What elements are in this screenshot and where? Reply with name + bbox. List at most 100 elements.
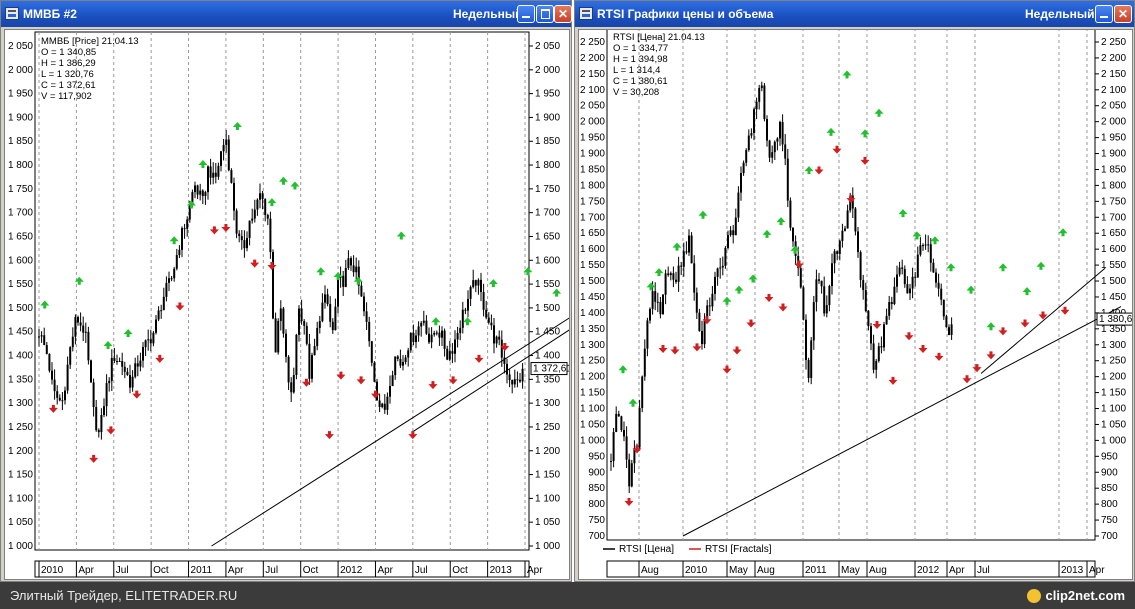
close-button[interactable]: ✕ xyxy=(554,5,572,23)
x-tick-label: Apr xyxy=(949,565,965,576)
candle-body xyxy=(157,310,160,320)
candle-body xyxy=(386,396,389,410)
y-tick-label-right: 1 600 xyxy=(1101,244,1126,255)
y-tick-label-right: 2 100 xyxy=(1101,85,1126,96)
maximize-icon xyxy=(537,6,553,22)
candle-body xyxy=(521,368,524,382)
mmvb-chart[interactable]: 1 000 1 000 1 050 1 050 1 100 1 100 1 150 1 150… xyxy=(5,30,569,579)
candle-body xyxy=(649,308,651,321)
candle-body xyxy=(264,199,267,215)
candle-body xyxy=(147,339,150,341)
x-tick-label: Aug xyxy=(869,565,887,576)
candle-body xyxy=(428,333,430,343)
candle-body xyxy=(149,339,152,344)
down-fractal-arrow xyxy=(972,364,982,373)
y-tick-label-right: 1 650 xyxy=(1101,228,1126,239)
candle-body xyxy=(134,363,137,377)
candle-body xyxy=(849,195,852,211)
candle-body xyxy=(503,357,506,364)
legend-fractals-label: RTSI [Fractals] xyxy=(705,544,772,555)
last-price-label: 1 380,61 xyxy=(1099,314,1132,325)
y-tick-label-right: 1 500 xyxy=(1101,276,1126,287)
candle-body xyxy=(38,336,40,338)
y-tick-label-left: 1 100 xyxy=(580,404,605,415)
up-fractal-arrow xyxy=(966,285,976,294)
candle-body xyxy=(438,332,441,338)
y-tick-label-left: 2 150 xyxy=(580,69,605,80)
up-fractal-arrow xyxy=(316,267,326,276)
candle-body xyxy=(363,296,365,312)
candle-body xyxy=(433,332,436,335)
candle-body xyxy=(708,305,711,307)
down-fractal-arrow xyxy=(918,344,928,353)
trendline-2 xyxy=(980,267,1106,374)
candle-body xyxy=(485,309,488,318)
left-chart-area[interactable]: 1 000 1 000 1 050 1 050 1 100 1 100 1 150 1 150… xyxy=(4,29,570,580)
minimize-button[interactable] xyxy=(517,5,535,23)
candle-body xyxy=(792,227,794,242)
candle-body xyxy=(118,361,121,363)
candle-body xyxy=(97,430,100,433)
candle-body xyxy=(290,382,293,393)
up-fractal-arrow xyxy=(912,231,922,240)
y-tick-label-right: 1 300 xyxy=(1101,340,1126,351)
candle-body xyxy=(487,317,490,323)
plot-frame xyxy=(34,31,530,551)
x-tick-label: 2010 xyxy=(41,565,64,576)
y-tick-label-left: 1 300 xyxy=(8,398,33,409)
x-tick-label: Apr xyxy=(78,565,94,576)
down-fractal-arrow xyxy=(962,375,972,384)
y-tick-label-left: 2 200 xyxy=(580,53,605,64)
down-fractal-arrow xyxy=(155,354,165,363)
candle-body xyxy=(342,275,345,287)
candle-body xyxy=(230,170,233,183)
candle-body xyxy=(417,326,420,336)
legend-price-label: RTSI [Цена] xyxy=(619,544,674,555)
down-fractal-arrow xyxy=(324,431,334,440)
candle-body xyxy=(924,244,927,246)
y-tick-label-left: 1 700 xyxy=(580,212,605,223)
y-tick-label-right: 1 900 xyxy=(535,112,560,123)
y-tick-label-left: 1 450 xyxy=(580,292,605,303)
y-tick-label-left: 1 700 xyxy=(8,208,33,219)
right-chart-area[interactable]: 700 700 750 750 800 800 850 850 900 900 950 950 1 00… xyxy=(578,29,1133,580)
up-fractal-arrow xyxy=(998,263,1008,272)
candle-body xyxy=(862,279,865,291)
y-tick-label-right: 950 xyxy=(1101,451,1118,462)
candle-body xyxy=(155,319,157,333)
info-line-2: H = 1 386,29 xyxy=(41,58,96,69)
left-window-period[interactable]: Недельный xyxy=(453,7,523,21)
candle-body xyxy=(685,251,688,253)
last-price-box xyxy=(530,362,568,376)
up-fractal-arrow xyxy=(748,274,758,283)
info-line-1: O = 1 340,85 xyxy=(41,47,96,58)
candle-body xyxy=(103,406,105,415)
candle-body xyxy=(864,290,867,311)
y-tick-label-right: 1 200 xyxy=(1101,372,1126,383)
candle-body xyxy=(664,273,667,295)
y-tick-label-right: 2 050 xyxy=(535,41,560,52)
candle-body xyxy=(828,286,831,306)
candle-body xyxy=(266,214,269,219)
y-tick-label-left: 1 450 xyxy=(8,327,33,338)
candle-body xyxy=(298,308,300,335)
up-fractal-arrow xyxy=(169,236,179,245)
candle-body xyxy=(454,339,456,354)
minimize-button[interactable] xyxy=(1095,5,1113,23)
right-window-period[interactable]: Недельный xyxy=(1025,7,1095,21)
candle-body xyxy=(940,288,943,300)
candle-body xyxy=(58,397,61,401)
clip2net-brand[interactable]: clip2net.com xyxy=(1026,582,1125,609)
candle-body xyxy=(186,219,189,229)
left-window-titlebar[interactable]: ММВБ #2 Недельный ✕ xyxy=(1,1,572,27)
close-button[interactable]: ✕ xyxy=(1114,5,1132,23)
candle-body xyxy=(802,287,805,320)
y-tick-label-left: 1 900 xyxy=(580,149,605,160)
candle-body xyxy=(422,320,425,323)
maximize-button[interactable] xyxy=(536,5,554,23)
rtsi-chart[interactable]: 700 700 750 750 800 800 850 850 900 900 950 950 1 00… xyxy=(579,30,1132,579)
clip2net-logo-icon xyxy=(1026,588,1041,603)
right-window-titlebar[interactable]: RTSI Графики цены и объема Недельный ✕ xyxy=(575,1,1134,27)
candle-body xyxy=(344,268,347,287)
up-fractal-arrow xyxy=(698,210,708,219)
